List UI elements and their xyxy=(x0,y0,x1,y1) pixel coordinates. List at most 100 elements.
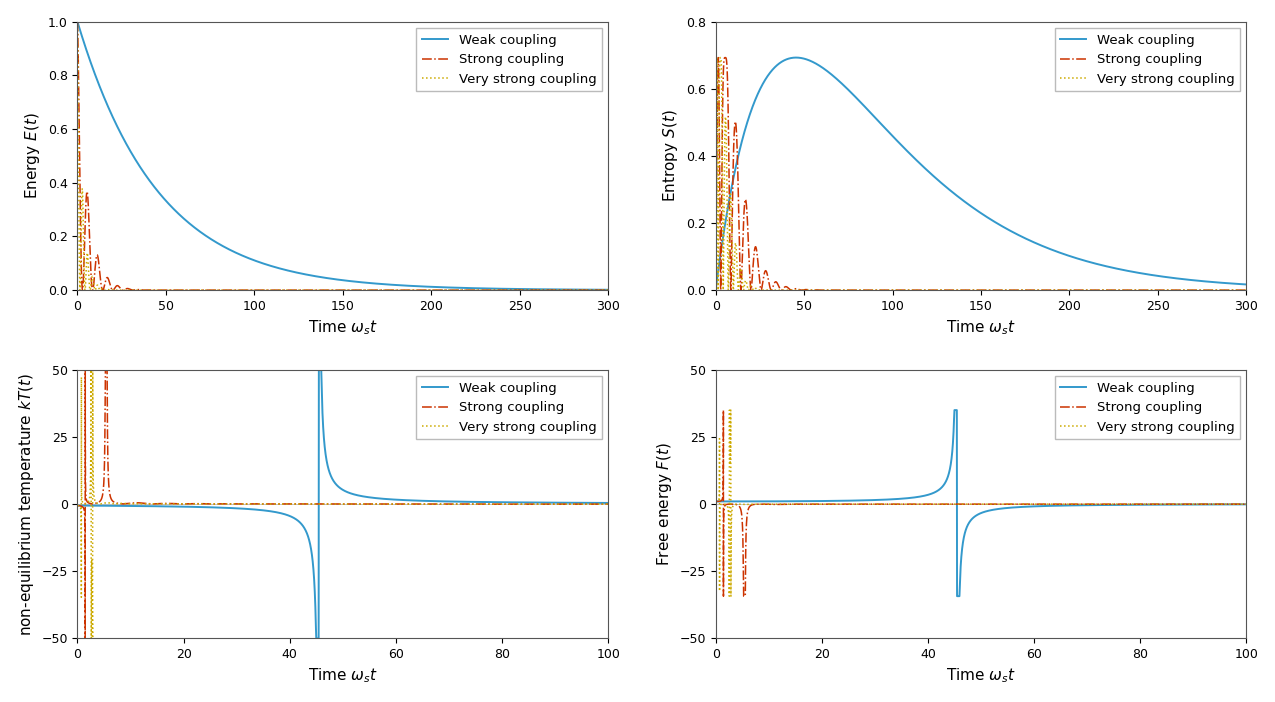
Weak coupling xyxy=(492,284,507,293)
Line: Weak coupling: Weak coupling xyxy=(715,410,1247,596)
Line: Strong coupling: Strong coupling xyxy=(78,22,608,290)
Very strong coupling xyxy=(1239,286,1255,294)
Weak coupling xyxy=(70,501,85,510)
Very strong coupling xyxy=(900,286,915,294)
Very strong coupling xyxy=(173,500,189,508)
Weak coupling xyxy=(261,261,277,270)
Very strong coupling xyxy=(92,500,107,508)
Very strong coupling xyxy=(1239,500,1255,508)
Weak coupling xyxy=(97,93,112,102)
Strong coupling xyxy=(97,283,112,291)
Very strong coupling xyxy=(710,497,725,505)
Legend: Weak coupling, Strong coupling, Very strong coupling: Weak coupling, Strong coupling, Very str… xyxy=(1054,28,1239,91)
Strong coupling xyxy=(329,500,344,508)
Weak coupling xyxy=(1046,246,1061,254)
Y-axis label: Energy $E(t)$: Energy $E(t)$ xyxy=(23,112,42,199)
Very strong coupling xyxy=(722,406,737,414)
Line: Weak coupling: Weak coupling xyxy=(78,22,608,290)
Strong coupling xyxy=(734,251,750,259)
Strong coupling xyxy=(70,501,85,510)
Weak coupling xyxy=(102,501,117,510)
Strong coupling xyxy=(78,366,93,374)
Strong coupling xyxy=(1130,286,1145,294)
Strong coupling xyxy=(572,500,588,508)
Strong coupling xyxy=(708,286,723,294)
Very strong coupling xyxy=(708,286,723,294)
Very strong coupling xyxy=(83,634,98,642)
Weak coupling xyxy=(734,135,750,144)
Line: Weak coupling: Weak coupling xyxy=(715,58,1247,290)
Strong coupling xyxy=(173,500,189,508)
Weak coupling xyxy=(601,286,616,294)
Strong coupling xyxy=(1046,286,1061,294)
Strong coupling xyxy=(812,500,827,508)
Line: Strong coupling: Strong coupling xyxy=(715,58,1247,290)
Strong coupling xyxy=(736,592,751,600)
Weak coupling xyxy=(952,592,968,600)
Strong coupling xyxy=(407,286,422,294)
Legend: Weak coupling, Strong coupling, Very strong coupling: Weak coupling, Strong coupling, Very str… xyxy=(417,376,602,439)
Strong coupling xyxy=(710,497,725,505)
Very strong coupling xyxy=(812,500,827,508)
Very strong coupling xyxy=(329,500,344,508)
Very strong coupling xyxy=(70,501,85,510)
Very strong coupling xyxy=(740,500,755,508)
Very strong coupling xyxy=(407,286,422,294)
Strong coupling xyxy=(601,500,616,508)
Very strong coupling xyxy=(73,503,88,511)
Weak coupling xyxy=(710,497,725,505)
Line: Very strong coupling: Very strong coupling xyxy=(78,370,608,638)
Very strong coupling xyxy=(572,500,588,508)
Strong coupling xyxy=(1239,500,1255,508)
Weak coupling xyxy=(1239,280,1255,289)
Weak coupling xyxy=(384,281,399,289)
Weak coupling xyxy=(731,497,746,505)
Very strong coupling xyxy=(492,286,507,294)
Very strong coupling xyxy=(1102,286,1117,294)
Strong coupling xyxy=(1023,286,1038,294)
Very strong coupling xyxy=(102,498,117,507)
Very strong coupling xyxy=(731,500,746,508)
Line: Very strong coupling: Very strong coupling xyxy=(715,410,1247,596)
Weak coupling xyxy=(572,498,588,507)
Weak coupling xyxy=(968,512,983,520)
Strong coupling xyxy=(261,286,277,294)
Line: Very strong coupling: Very strong coupling xyxy=(78,22,608,290)
Weak coupling xyxy=(173,503,189,511)
Weak coupling xyxy=(70,18,85,26)
Strong coupling xyxy=(73,501,88,510)
X-axis label: Time $\omega_s t$: Time $\omega_s t$ xyxy=(307,667,377,685)
Very strong coupling xyxy=(384,286,399,294)
Weak coupling xyxy=(708,497,723,505)
Weak coupling xyxy=(92,501,107,510)
Strong coupling xyxy=(900,286,915,294)
Very strong coupling xyxy=(1130,286,1145,294)
X-axis label: Time $\omega_s t$: Time $\omega_s t$ xyxy=(946,667,1016,685)
Strong coupling xyxy=(463,286,478,294)
Very strong coupling xyxy=(601,500,616,508)
Weak coupling xyxy=(788,53,803,62)
Weak coupling xyxy=(311,366,326,374)
Weak coupling xyxy=(73,501,88,510)
Very strong coupling xyxy=(734,279,750,287)
Legend: Weak coupling, Strong coupling, Very strong coupling: Weak coupling, Strong coupling, Very str… xyxy=(1054,376,1239,439)
Strong coupling xyxy=(731,501,746,509)
Legend: Weak coupling, Strong coupling, Very strong coupling: Weak coupling, Strong coupling, Very str… xyxy=(417,28,602,91)
Very strong coupling xyxy=(598,286,613,294)
Strong coupling xyxy=(492,286,507,294)
Strong coupling xyxy=(78,634,93,642)
Strong coupling xyxy=(384,286,399,294)
Strong coupling xyxy=(968,500,983,508)
Strong coupling xyxy=(70,18,85,26)
Weak coupling xyxy=(329,481,344,489)
Strong coupling xyxy=(708,497,723,505)
Strong coupling xyxy=(102,486,117,495)
Very strong coupling xyxy=(1023,286,1038,294)
Very strong coupling xyxy=(723,592,738,600)
Weak coupling xyxy=(407,282,422,291)
Y-axis label: Free energy $F(t)$: Free energy $F(t)$ xyxy=(655,442,674,567)
Weak coupling xyxy=(1239,500,1255,508)
Strong coupling xyxy=(1239,286,1255,294)
Strong coupling xyxy=(601,286,616,294)
X-axis label: Time $\omega_s t$: Time $\omega_s t$ xyxy=(307,319,377,337)
